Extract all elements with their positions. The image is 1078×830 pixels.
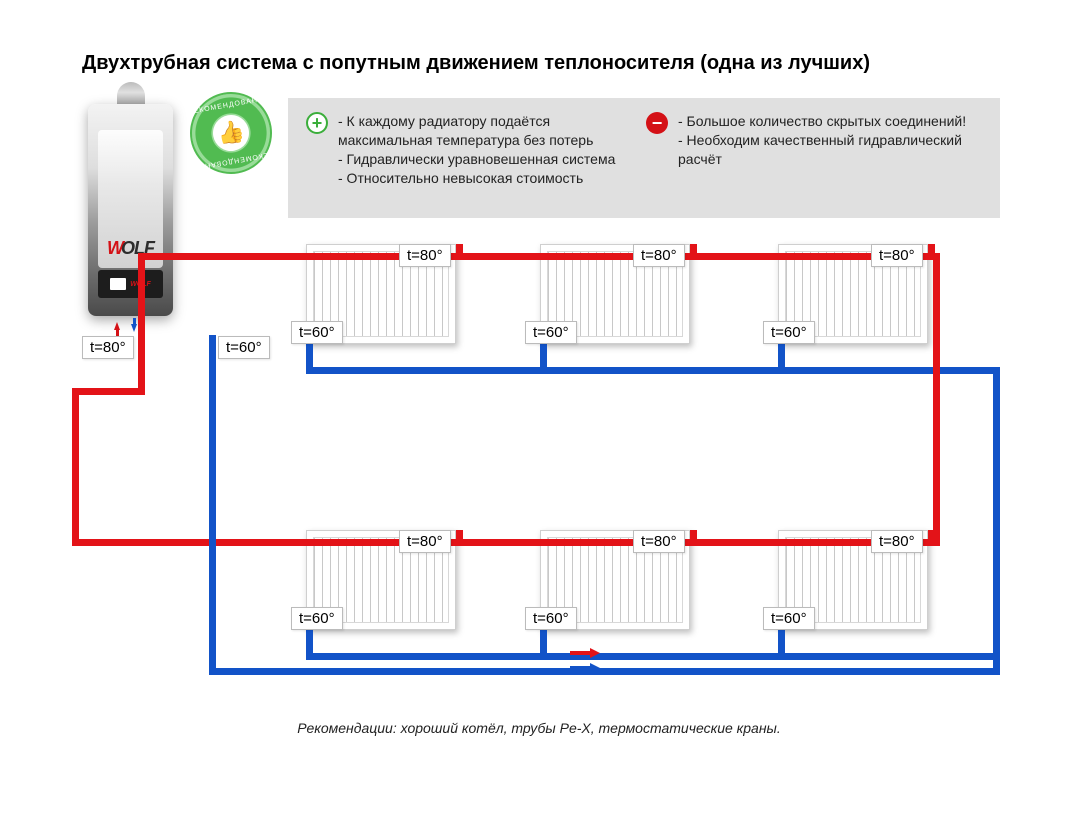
recommended-stamp: РЕКОМЕНДОВАНО 👍 РЕКОМЕНДОВАНО [184, 86, 279, 181]
cons-column: − - Большое количество скрытых соединени… [646, 112, 982, 204]
boiler-flow-indicator [114, 318, 138, 336]
pipe [138, 253, 145, 335]
return-temp: t=60° [525, 321, 577, 344]
pipe [540, 630, 547, 660]
supply-pipe [72, 539, 940, 546]
plus-icon: + [306, 112, 328, 134]
pipe [209, 335, 216, 675]
supply-temp: t=80° [633, 530, 685, 553]
supply-temp: t=80° [871, 530, 923, 553]
pipe [72, 388, 79, 546]
page-title: Двухтрубная система с попутным движением… [82, 52, 870, 75]
flow-arrow-icon [570, 649, 600, 657]
pipe [778, 630, 785, 660]
supply-riser [933, 253, 940, 546]
pipe [138, 335, 145, 395]
supply-pipe [456, 253, 940, 260]
return-riser [993, 367, 1000, 660]
return-pipe [306, 367, 1000, 374]
return-pipe-lower [209, 668, 1000, 675]
pipe [690, 530, 697, 546]
supply-temp: t=80° [633, 244, 685, 267]
boiler-in-temp: t=60° [218, 336, 270, 359]
arrow-up-icon [114, 318, 121, 336]
boiler-front: WOLF [98, 130, 163, 268]
pipe [456, 530, 463, 546]
pipe [72, 388, 145, 395]
pipe [306, 630, 313, 660]
minus-icon: − [646, 112, 668, 134]
return-temp: t=60° [291, 321, 343, 344]
return-temp: t=60° [763, 607, 815, 630]
return-temp: t=60° [291, 607, 343, 630]
boiler-body: WOLF WOLF [88, 104, 173, 316]
supply-temp: t=80° [871, 244, 923, 267]
pros-column: + - К каждому радиатору подаётся максима… [306, 112, 646, 204]
footer-note: Рекомендации: хороший котёл, трубы Pe-X,… [0, 720, 1078, 736]
arrow-down-icon [131, 318, 138, 336]
pros-cons-panel: + - К каждому радиатору подаётся максима… [288, 98, 1000, 218]
boiler-out-temp: t=80° [82, 336, 134, 359]
return-temp: t=60° [763, 321, 815, 344]
supply-temp: t=80° [399, 530, 451, 553]
return-pipe [306, 653, 1000, 660]
thumbs-up-icon: 👍 [210, 112, 252, 154]
stamp-text: РЕКОМЕНДОВАНО [187, 96, 265, 116]
pipe [138, 253, 313, 260]
boiler-control-panel: WOLF [98, 270, 163, 298]
pipe [778, 344, 785, 374]
pipe [690, 244, 697, 260]
cons-list: - Большое количество скрытых соединений!… [678, 112, 982, 204]
flow-arrow-icon [570, 664, 600, 672]
boiler: WOLF WOLF [88, 88, 173, 316]
pipe [306, 344, 313, 374]
supply-temp: t=80° [399, 244, 451, 267]
pros-list: - К каждому радиатору подаётся максималь… [338, 112, 646, 204]
pipe [540, 344, 547, 374]
pipe [993, 653, 1000, 675]
stamp-text: РЕКОМЕНДОВАНО [197, 150, 275, 170]
return-temp: t=60° [525, 607, 577, 630]
pipe [456, 244, 463, 260]
